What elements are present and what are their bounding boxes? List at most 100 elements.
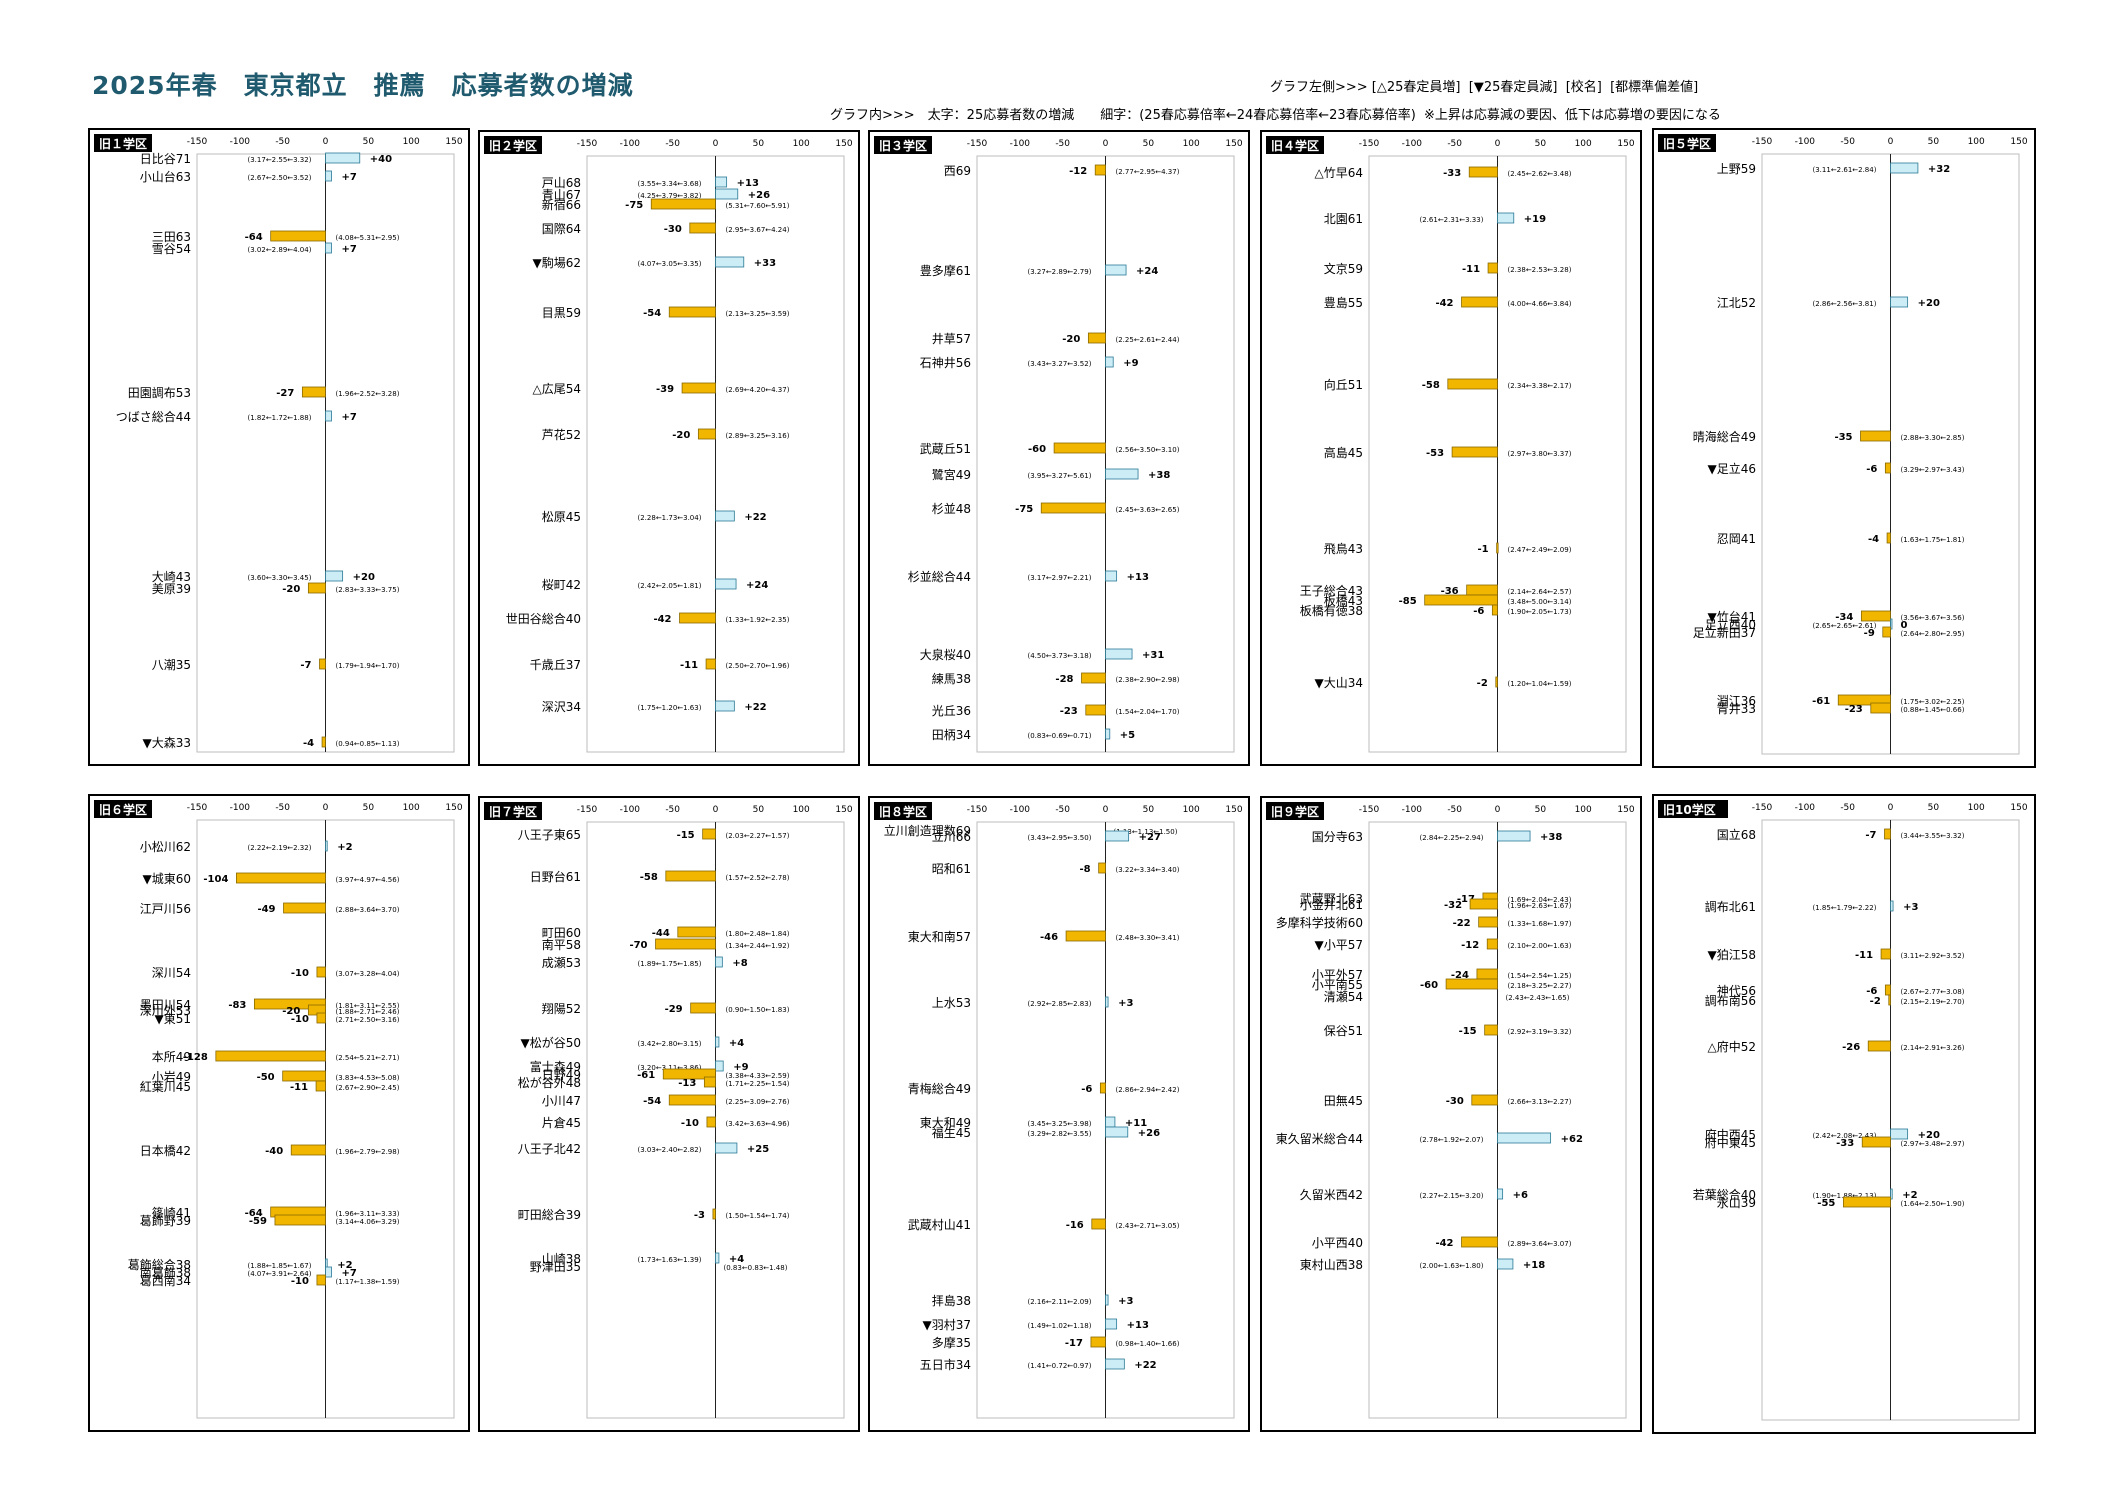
x-tick-label: -50	[1447, 805, 1462, 815]
panel-frame	[88, 128, 470, 766]
legend-line-symbols: グラフ左側>>> [△25春定員増] [▼25春定員減] [校名] [都標準偏差…	[1270, 80, 1699, 95]
value-label: -60	[1420, 980, 1438, 991]
x-tick-label: 0	[1495, 805, 1501, 815]
x-tick-label: -150	[577, 805, 598, 815]
school-name: 本所49	[152, 1050, 191, 1064]
value-label: +38	[1148, 470, 1170, 481]
bar	[290, 1144, 326, 1156]
school-name: 神代56	[1717, 984, 1756, 998]
value-label: +20	[1918, 1130, 1940, 1141]
bar	[1491, 604, 1498, 616]
value-label: +7	[341, 412, 356, 423]
bar	[715, 1036, 720, 1048]
bar	[1099, 1082, 1106, 1094]
ratio-label: (0.90←1.50←1.83)	[726, 1006, 790, 1014]
school-name: 美原39	[152, 582, 191, 596]
school-name: 鷺宮49	[932, 467, 971, 482]
school-name: 五日市34	[920, 1357, 971, 1372]
value-label: +11	[1125, 1118, 1147, 1129]
district-label-bg	[874, 136, 932, 154]
bar	[1445, 978, 1498, 990]
school-name: 石神井56	[920, 356, 971, 370]
x-tick-label: -150	[577, 139, 598, 149]
ratio-label: (4.07←3.91←2.64)	[248, 1270, 312, 1278]
bar	[1495, 676, 1498, 688]
value-label: -60	[1028, 444, 1046, 455]
value-label: -70	[629, 940, 647, 951]
bar	[1890, 1188, 1893, 1200]
x-tick-label: 150	[1225, 139, 1242, 149]
ratio-label: (2.77←2.95←4.37)	[1116, 168, 1180, 176]
ratio-label: (2.67←2.77←3.08)	[1901, 988, 1965, 996]
ratio-label: (3.22←3.34←3.40)	[1116, 866, 1180, 874]
bar	[315, 1080, 326, 1092]
district-panel: 旧２学区 -150 -100 -50 0 50 100 150 戸山68 +13 (3.55←3.3…	[478, 130, 860, 766]
x-tick-label: -150	[1752, 803, 1773, 813]
x-tick-label: 0	[323, 137, 329, 147]
school-name: ▼羽村37	[923, 1318, 972, 1332]
ratio-label: (2.97←3.48←2.97)	[1901, 1140, 1965, 1148]
ratio-label: (1.82←1.72←1.88)	[248, 414, 312, 422]
school-name: 多摩35	[932, 1335, 971, 1350]
ratio-label: (3.27←2.89←2.79)	[1028, 268, 1092, 276]
panel-frame	[88, 794, 470, 1432]
ratio-label: (0.83←0.69←0.71)	[1028, 732, 1092, 740]
x-tick-label: -100	[1010, 805, 1031, 815]
ratio-label: (1.20←1.04←1.59)	[1508, 680, 1572, 688]
ratio-label: (3.11←2.92←3.52)	[1901, 952, 1965, 960]
value-label: -17	[1065, 1338, 1083, 1349]
bar	[1497, 1258, 1514, 1270]
school-name: 成瀬53	[542, 956, 581, 970]
bar	[1105, 728, 1111, 740]
bar	[1860, 610, 1891, 622]
bar	[253, 998, 326, 1010]
x-tick-label: -100	[230, 803, 251, 813]
x-tick-label: 150	[2010, 803, 2027, 813]
school-name: ▼足立46	[1708, 461, 1757, 476]
value-label: -6	[1866, 986, 1877, 997]
value-label: -54	[643, 1096, 661, 1107]
district-panel: 旧５学区 -150 -100 -50 0 50 100 150 上野59 +32 (3.11←2.6…	[1652, 128, 2036, 768]
bar	[715, 256, 745, 268]
value-label: +25	[747, 1144, 769, 1155]
bar	[307, 582, 326, 594]
ratio-label: (2.43←2.43←1.65)	[1506, 994, 1570, 1002]
ratio-label: (2.78←1.92←2.07)	[1420, 1136, 1484, 1144]
ratio-label: (2.61←2.31←3.33)	[1420, 216, 1484, 224]
district-panel: 旧６学区 -150 -100 -50 0 50 100 150 小松川62 +2 (2.22←2.1…	[88, 794, 470, 1432]
school-name: 飛鳥43	[1324, 541, 1363, 556]
school-name: 松が谷外48	[518, 1075, 581, 1090]
school-name: 江戸川56	[140, 902, 191, 916]
value-label: -42	[1435, 1238, 1453, 1249]
value-label: +2	[337, 842, 352, 853]
x-tick-label: -50	[665, 139, 680, 149]
x-tick-label: 150	[835, 805, 852, 815]
bar	[712, 1208, 716, 1220]
value-label: -23	[1060, 706, 1078, 717]
school-name: 板橋43	[1324, 594, 1363, 608]
value-label: +20	[353, 572, 375, 583]
value-label: +3	[1118, 1296, 1133, 1307]
x-tick-label: 100	[403, 803, 420, 813]
school-name: 文京59	[1324, 261, 1363, 276]
bar	[1105, 1358, 1125, 1370]
school-name: 久留米西42	[1300, 1188, 1363, 1202]
value-label: -36	[1441, 586, 1459, 597]
ratio-label: (5.31←7.60←5.91)	[726, 202, 790, 210]
x-tick-label: -50	[1055, 805, 1070, 815]
school-name: 山崎38	[542, 1252, 581, 1266]
ratio-label: (1.81←3.11←2.55)	[336, 1002, 400, 1010]
value-label: -34	[1835, 612, 1853, 623]
value-label: -24	[1451, 970, 1469, 981]
x-tick-label: 0	[1103, 139, 1109, 149]
value-label: -12	[1069, 166, 1087, 177]
school-name: 国際64	[542, 222, 581, 236]
school-name: 東大和南57	[908, 929, 971, 944]
value-label: -13	[678, 1078, 696, 1089]
school-name: 王子総合43	[1300, 583, 1363, 598]
ratio-label: (2.03←2.27←1.57)	[726, 832, 790, 840]
district-label-bg	[874, 802, 932, 820]
value-label: -6	[1866, 464, 1877, 475]
ratio-label: (4.25←3.79←3.82)	[638, 192, 702, 200]
value-label: -6	[1473, 606, 1484, 617]
